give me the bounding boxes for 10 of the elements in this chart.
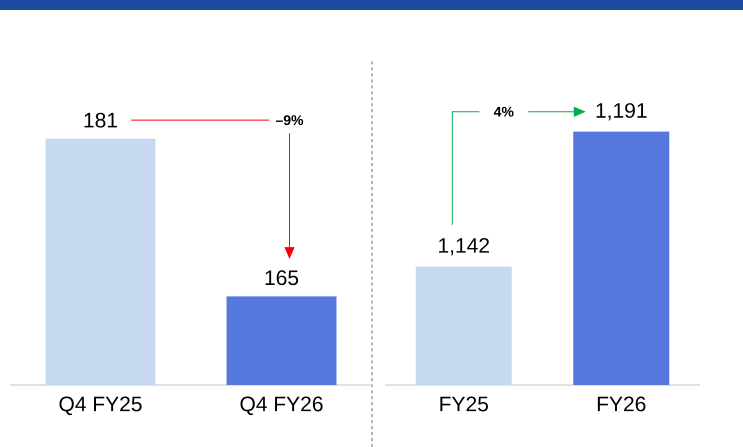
data-label: 165 — [266, 270, 298, 286]
x-tick-label: Q4 FY25 — [59, 396, 142, 416]
annotation: –9% — [276, 115, 304, 126]
x-tick-label: Q4 FY26 — [240, 396, 323, 416]
data-label: 181 — [84, 112, 117, 128]
annotation: 4% — [494, 106, 514, 117]
x-tick-label: FY26 — [598, 396, 646, 412]
data-label: 1,191 — [596, 103, 647, 120]
x-tick-label: FY25 — [440, 396, 488, 412]
data-label: 1,142 — [439, 238, 489, 256]
